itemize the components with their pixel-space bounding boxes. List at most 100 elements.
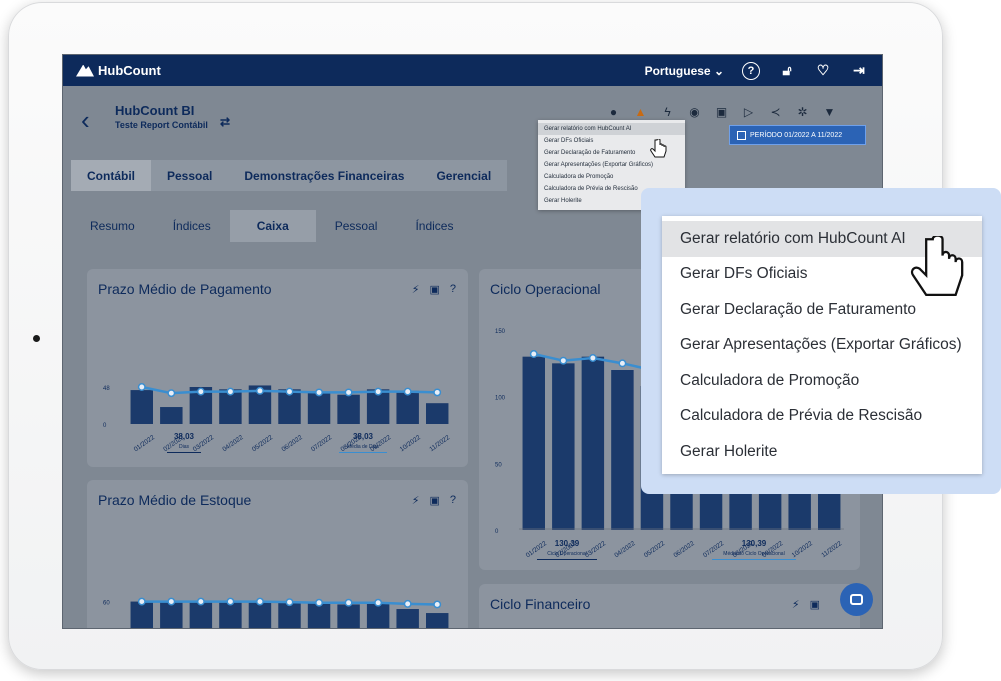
line-point bbox=[137, 383, 146, 391]
help-icon[interactable]: ? bbox=[449, 283, 456, 295]
x-tick-label: 05/2022 bbox=[643, 540, 667, 559]
image-icon[interactable]: ▣ bbox=[809, 599, 820, 611]
y-tick-label: 60 bbox=[103, 601, 110, 607]
bar bbox=[581, 356, 605, 530]
bar bbox=[160, 601, 183, 628]
tab-caixa[interactable]: Caixa bbox=[229, 210, 316, 242]
menu-item-rescisao-zoomed[interactable]: Calculadora de Prévia de Rescisão bbox=[680, 407, 923, 425]
lightning-icon[interactable]: ϟ bbox=[664, 105, 671, 119]
image-icon[interactable]: ▣ bbox=[715, 105, 728, 119]
period-label: PERÍODO 01/2022 A 11/2022 bbox=[750, 131, 843, 139]
line-point bbox=[315, 388, 323, 397]
share-icon[interactable]: ≺ bbox=[770, 105, 781, 119]
line-point bbox=[403, 599, 412, 608]
tab-gerencial[interactable]: Gerencial bbox=[436, 168, 492, 183]
tab-pessoal-2[interactable]: Pessoal bbox=[334, 219, 378, 233]
menu-item-promocao[interactable]: Calculadora de Promoção bbox=[544, 174, 614, 180]
tab-pessoal[interactable]: Pessoal bbox=[167, 168, 213, 183]
bar bbox=[130, 390, 153, 424]
period-button[interactable]: PERÍODO 01/2022 A 11/2022 bbox=[729, 125, 866, 145]
tab-contabil[interactable]: Contábil bbox=[71, 160, 151, 191]
image-icon[interactable]: ▣ bbox=[429, 495, 440, 507]
warning-icon[interactable]: ▲ bbox=[634, 105, 647, 119]
line-point bbox=[559, 356, 568, 365]
logout-icon[interactable]: ⇥ bbox=[853, 62, 865, 78]
bar bbox=[278, 602, 301, 628]
line-point bbox=[588, 354, 597, 362]
card-title: Prazo Médio de Estoque bbox=[98, 492, 252, 508]
page-title: HubCount BI bbox=[115, 103, 195, 118]
calendar-icon bbox=[737, 130, 746, 140]
x-tick-label: 06/2022 bbox=[672, 540, 696, 559]
line-point bbox=[196, 597, 205, 606]
y-tick-label: 0 bbox=[495, 529, 499, 535]
settings-icon[interactable]: ✲ bbox=[797, 105, 808, 119]
eye-icon[interactable]: ◉ bbox=[689, 105, 700, 119]
bar bbox=[248, 385, 272, 424]
magic-icon[interactable]: ⚡︎ bbox=[411, 284, 420, 296]
swap-icon[interactable]: ⇄ bbox=[220, 115, 231, 129]
magic-icon[interactable]: ⚡︎ bbox=[791, 599, 800, 611]
image-icon[interactable]: ▣ bbox=[429, 284, 440, 296]
bar bbox=[307, 391, 331, 424]
menu-item-dfs[interactable]: Gerar DFs Oficiais bbox=[544, 138, 594, 144]
bar bbox=[366, 603, 390, 628]
language-select[interactable]: Portuguese ⌄ bbox=[644, 63, 724, 78]
line-point bbox=[315, 598, 323, 607]
bar bbox=[160, 407, 183, 424]
magic-icon[interactable]: ⚡︎ bbox=[411, 495, 420, 507]
logo-text: HubCount bbox=[98, 63, 161, 78]
x-tick-label: 05/2022 bbox=[251, 434, 275, 453]
menu-item-rescisao[interactable]: Calculadora de Prévia de Rescisão bbox=[544, 186, 638, 192]
lightbulb-icon[interactable]: ♡ bbox=[816, 62, 830, 78]
x-tick-label: 10/2022 bbox=[399, 434, 423, 453]
card-title: Ciclo Operacional bbox=[490, 281, 601, 297]
bar bbox=[189, 387, 213, 424]
pin-icon[interactable]: ● bbox=[609, 105, 618, 119]
tab-demonstracoes[interactable]: Demonstrações Financeiras bbox=[244, 168, 405, 183]
bar bbox=[219, 601, 242, 628]
line-point bbox=[226, 597, 235, 606]
line-point bbox=[167, 597, 176, 606]
unlock-icon[interactable]: 🔓︎ bbox=[782, 62, 792, 78]
tab-indices-2[interactable]: Índices bbox=[415, 219, 454, 233]
chat-button[interactable] bbox=[840, 583, 873, 616]
y-tick-label: 100 bbox=[495, 396, 506, 402]
back-chevron-icon[interactable]: ‹ bbox=[81, 105, 90, 135]
tab-resumo[interactable]: Resumo bbox=[90, 219, 135, 233]
menu-item-declaracao-zoomed[interactable]: Gerar Declaração de Faturamento bbox=[680, 300, 917, 318]
stat-ciclo-op: 130,39 Ciclo Operacional bbox=[537, 539, 597, 560]
line-point bbox=[344, 598, 353, 607]
x-tick-label: 04/2022 bbox=[613, 540, 637, 559]
secondary-tabs: Resumo Índices Caixa Pessoal Índices bbox=[71, 210, 472, 242]
menu-item-dfs-zoomed[interactable]: Gerar DFs Oficiais bbox=[680, 265, 808, 283]
y-tick-label: 150 bbox=[495, 329, 506, 335]
toolbar: ● ▲ ϟ ◉ ▣ ▷ ≺ ✲ ▼ bbox=[607, 105, 836, 119]
menu-item-declaracao[interactable]: Gerar Declaração de Faturamento bbox=[544, 150, 636, 156]
present-icon[interactable]: ▷ bbox=[743, 105, 754, 119]
logo[interactable]: HubCount bbox=[76, 63, 161, 78]
stat-media-dias: 38,03 Média de Dias bbox=[339, 432, 387, 453]
line-point bbox=[256, 597, 264, 606]
menu-item-apresentacoes-zoomed[interactable]: Gerar Apresentações (Exportar Gráficos) bbox=[680, 336, 962, 354]
menu-item-promocao-zoomed[interactable]: Calculadora de Promoção bbox=[680, 371, 860, 389]
app-header: HubCount Portuguese ⌄ ? 🔓︎ ♡ ⇥ bbox=[63, 55, 882, 86]
bar bbox=[130, 601, 153, 628]
menu-item-apresentacoes[interactable]: Gerar Apresentações (Exportar Gráficos) bbox=[544, 162, 654, 168]
help-icon[interactable]: ? bbox=[449, 494, 456, 506]
help-icon[interactable]: ? bbox=[742, 61, 760, 80]
filter-icon[interactable]: ▼ bbox=[823, 105, 836, 119]
menu-item-holerite-zoomed[interactable]: Gerar Holerite bbox=[680, 442, 778, 460]
line-point bbox=[285, 598, 294, 607]
line-point bbox=[433, 600, 442, 609]
bar bbox=[248, 601, 272, 628]
bar bbox=[337, 604, 360, 628]
x-tick-label: 11/2022 bbox=[820, 540, 843, 559]
line-point bbox=[433, 388, 442, 397]
x-tick-label: 04/2022 bbox=[221, 434, 245, 453]
menu-item-holerite[interactable]: Gerar Holerite bbox=[544, 198, 582, 204]
bar bbox=[278, 389, 301, 424]
menu-item-hubcount-ai[interactable]: Gerar relatório com HubCount AI bbox=[538, 123, 685, 135]
tab-indices[interactable]: Índices bbox=[172, 219, 211, 233]
tablet-camera bbox=[33, 335, 40, 342]
